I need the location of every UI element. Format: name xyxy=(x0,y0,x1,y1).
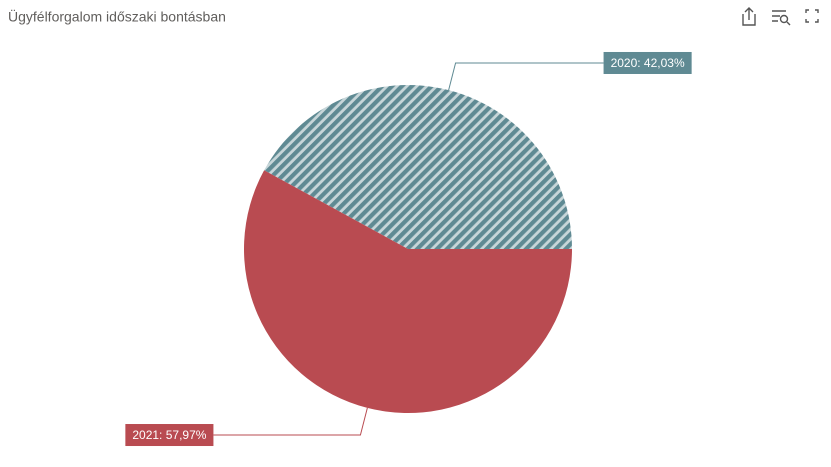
pie-slice xyxy=(264,85,572,249)
chart-title: Ügyfélforgalom időszaki bontásban xyxy=(8,8,226,25)
leader-line xyxy=(448,62,604,91)
data-label: 2020: 42,03% xyxy=(611,56,685,70)
data-label: 2021: 57,97% xyxy=(132,428,206,442)
data-label-box xyxy=(603,51,692,74)
pie-slice xyxy=(243,170,572,414)
focus-icon[interactable] xyxy=(805,9,819,23)
data-label-box xyxy=(125,424,214,447)
share-icon[interactable] xyxy=(742,7,756,26)
leader-line xyxy=(213,407,368,436)
filter-icon[interactable] xyxy=(772,10,791,26)
